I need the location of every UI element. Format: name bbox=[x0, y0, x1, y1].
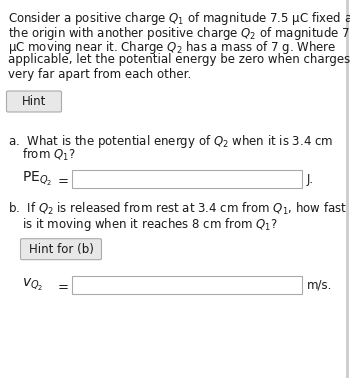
Text: Hint: Hint bbox=[22, 95, 46, 108]
Text: a.  What is the potential energy of $Q_2$ when it is 3.4 cm: a. What is the potential energy of $Q_2$… bbox=[8, 133, 333, 150]
Text: $\mathrm{PE}_{Q_2}$: $\mathrm{PE}_{Q_2}$ bbox=[22, 170, 52, 188]
Text: from $Q_1$?: from $Q_1$? bbox=[22, 147, 76, 163]
Text: Hint for (b): Hint for (b) bbox=[29, 243, 93, 256]
Text: Consider a positive charge $Q_1$ of magnitude 7.5 μC fixed at: Consider a positive charge $Q_1$ of magn… bbox=[8, 10, 350, 27]
Text: $v_{Q_2}$: $v_{Q_2}$ bbox=[22, 277, 43, 293]
Text: J.: J. bbox=[307, 173, 314, 186]
Text: $=$: $=$ bbox=[55, 279, 69, 292]
Text: b.  If $Q_2$ is released from rest at 3.4 cm from $Q_1$, how fast: b. If $Q_2$ is released from rest at 3.4… bbox=[8, 201, 347, 217]
FancyBboxPatch shape bbox=[72, 276, 302, 294]
Text: applicable, let the potential energy be zero when charges are: applicable, let the potential energy be … bbox=[8, 54, 350, 67]
Text: very far apart from each other.: very far apart from each other. bbox=[8, 68, 191, 81]
Text: μC moving near it. Charge $Q_2$ has a mass of 7 g. Where: μC moving near it. Charge $Q_2$ has a ma… bbox=[8, 39, 336, 56]
FancyBboxPatch shape bbox=[7, 91, 62, 112]
Text: m/s.: m/s. bbox=[307, 279, 332, 292]
Text: is it moving when it reaches 8 cm from $Q_1$?: is it moving when it reaches 8 cm from $… bbox=[22, 216, 278, 233]
Text: $=$: $=$ bbox=[55, 173, 69, 186]
FancyBboxPatch shape bbox=[21, 239, 102, 260]
Text: the origin with another positive charge $Q_2$ of magnitude 7.5: the origin with another positive charge … bbox=[8, 25, 350, 42]
FancyBboxPatch shape bbox=[72, 170, 302, 188]
